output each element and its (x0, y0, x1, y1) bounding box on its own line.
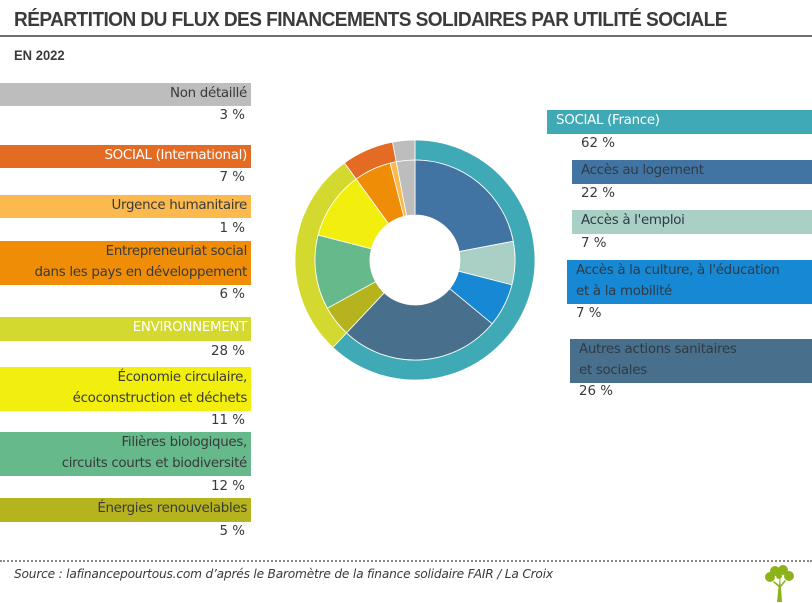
legend-label: Énergies renouvelables (97, 501, 247, 516)
legend-bar-non-detaille: Non détaillé (0, 83, 251, 106)
title-divider (0, 35, 812, 37)
legend-value-social-france: 62 % (581, 136, 616, 151)
legend-bar-filieres-biologiques: Filières biologiques, circuits courts et… (0, 432, 251, 476)
legend-value-environnement: 28 % (210, 344, 245, 359)
tree-icon (765, 565, 794, 602)
chart-title: RÉPARTITION DU FLUX DES FINANCEMENTS SOL… (14, 8, 727, 31)
legend-label-line1: Entrepreneuriat social (105, 244, 248, 259)
legend-bar-energies-renouvelables: Énergies renouvelables (0, 498, 251, 522)
legend-value-acces-logement: 22 % (581, 186, 616, 201)
legend-label-line1: Autres actions sanitaires (579, 342, 737, 357)
legend-bar-acces-emploi: Accès à l'emploi (572, 210, 812, 234)
legend-bar-urgence-humanitaire: Urgence humanitaire (0, 195, 251, 218)
legend-bar-acces-culture: Accès à la culture, à l'éducation et à l… (567, 260, 812, 304)
legend-label: SOCIAL (France) (556, 113, 660, 128)
legend-value-filieres-biologiques: 12 % (210, 479, 245, 494)
legend-label: ENVIRONNEMENT (132, 320, 248, 335)
outer-slice-non-detaille (392, 139, 416, 163)
legend-value-non-detaille: 3 % (219, 108, 246, 123)
legend-label: Urgence humanitaire (111, 198, 247, 213)
legend-label: Non détaillé (170, 86, 247, 101)
legend-bar-economie-circulaire: Économie circulaire, écoconstruction et … (0, 367, 251, 411)
legend-value-acces-emploi: 7 % (581, 236, 607, 251)
legend-label: Accès à l'emploi (581, 213, 685, 228)
legend-label: SOCIAL (International) (104, 148, 247, 163)
inner-slice-acces-au-logement (414, 159, 514, 253)
legend-label-line2: et sociales (579, 363, 647, 378)
legend-label-line2: circuits courts et biodiversité (61, 456, 248, 471)
legend-label-line1: Accès à la culture, à l'éducation (576, 263, 780, 278)
legend-label-line1: Filières biologiques, (121, 435, 247, 450)
legend-bar-social-france: SOCIAL (France) (547, 110, 812, 134)
legend-value-acces-culture: 7 % (576, 306, 602, 321)
inner-slice-autres-actions-sanitaires-et-sociales (345, 288, 493, 361)
legend-label: Accès au logement (581, 163, 704, 178)
legend-bar-acces-logement: Accès au logement (572, 160, 812, 184)
footer-divider (0, 560, 812, 562)
source-note: Source : lafinancepourtous.com d’aprés l… (14, 567, 553, 581)
legend-label-line2: et à la mobilité (576, 284, 672, 299)
inner-slice-non-detaille (395, 159, 416, 217)
legend-value-energies-renouvelables: 5 % (219, 524, 246, 539)
legend-value-urgence-humanitaire: 1 % (219, 221, 246, 236)
legend-value-economie-circulaire: 11 % (210, 413, 245, 428)
legend-label-line2: écoconstruction et déchets (72, 391, 248, 406)
legend-bar-social-international: SOCIAL (International) (0, 145, 251, 168)
legend-value-social-international: 7 % (219, 170, 246, 185)
chart-subtitle: EN 2022 (14, 47, 65, 63)
legend-label-line2: dans les pays en développement (34, 265, 247, 280)
legend-value-entrepreneuriat-social: 6 % (219, 287, 246, 302)
legend-bar-autres-actions: Autres actions sanitaires et sociales (570, 339, 812, 383)
legend-bar-environnement: ENVIRONNEMENT (0, 317, 251, 341)
legend-value-autres-actions: 26 % (579, 384, 614, 399)
legend-bar-entrepreneuriat-social: Entrepreneuriat social dans les pays en … (0, 241, 251, 285)
legend-label-line1: Économie circulaire, (117, 370, 248, 385)
